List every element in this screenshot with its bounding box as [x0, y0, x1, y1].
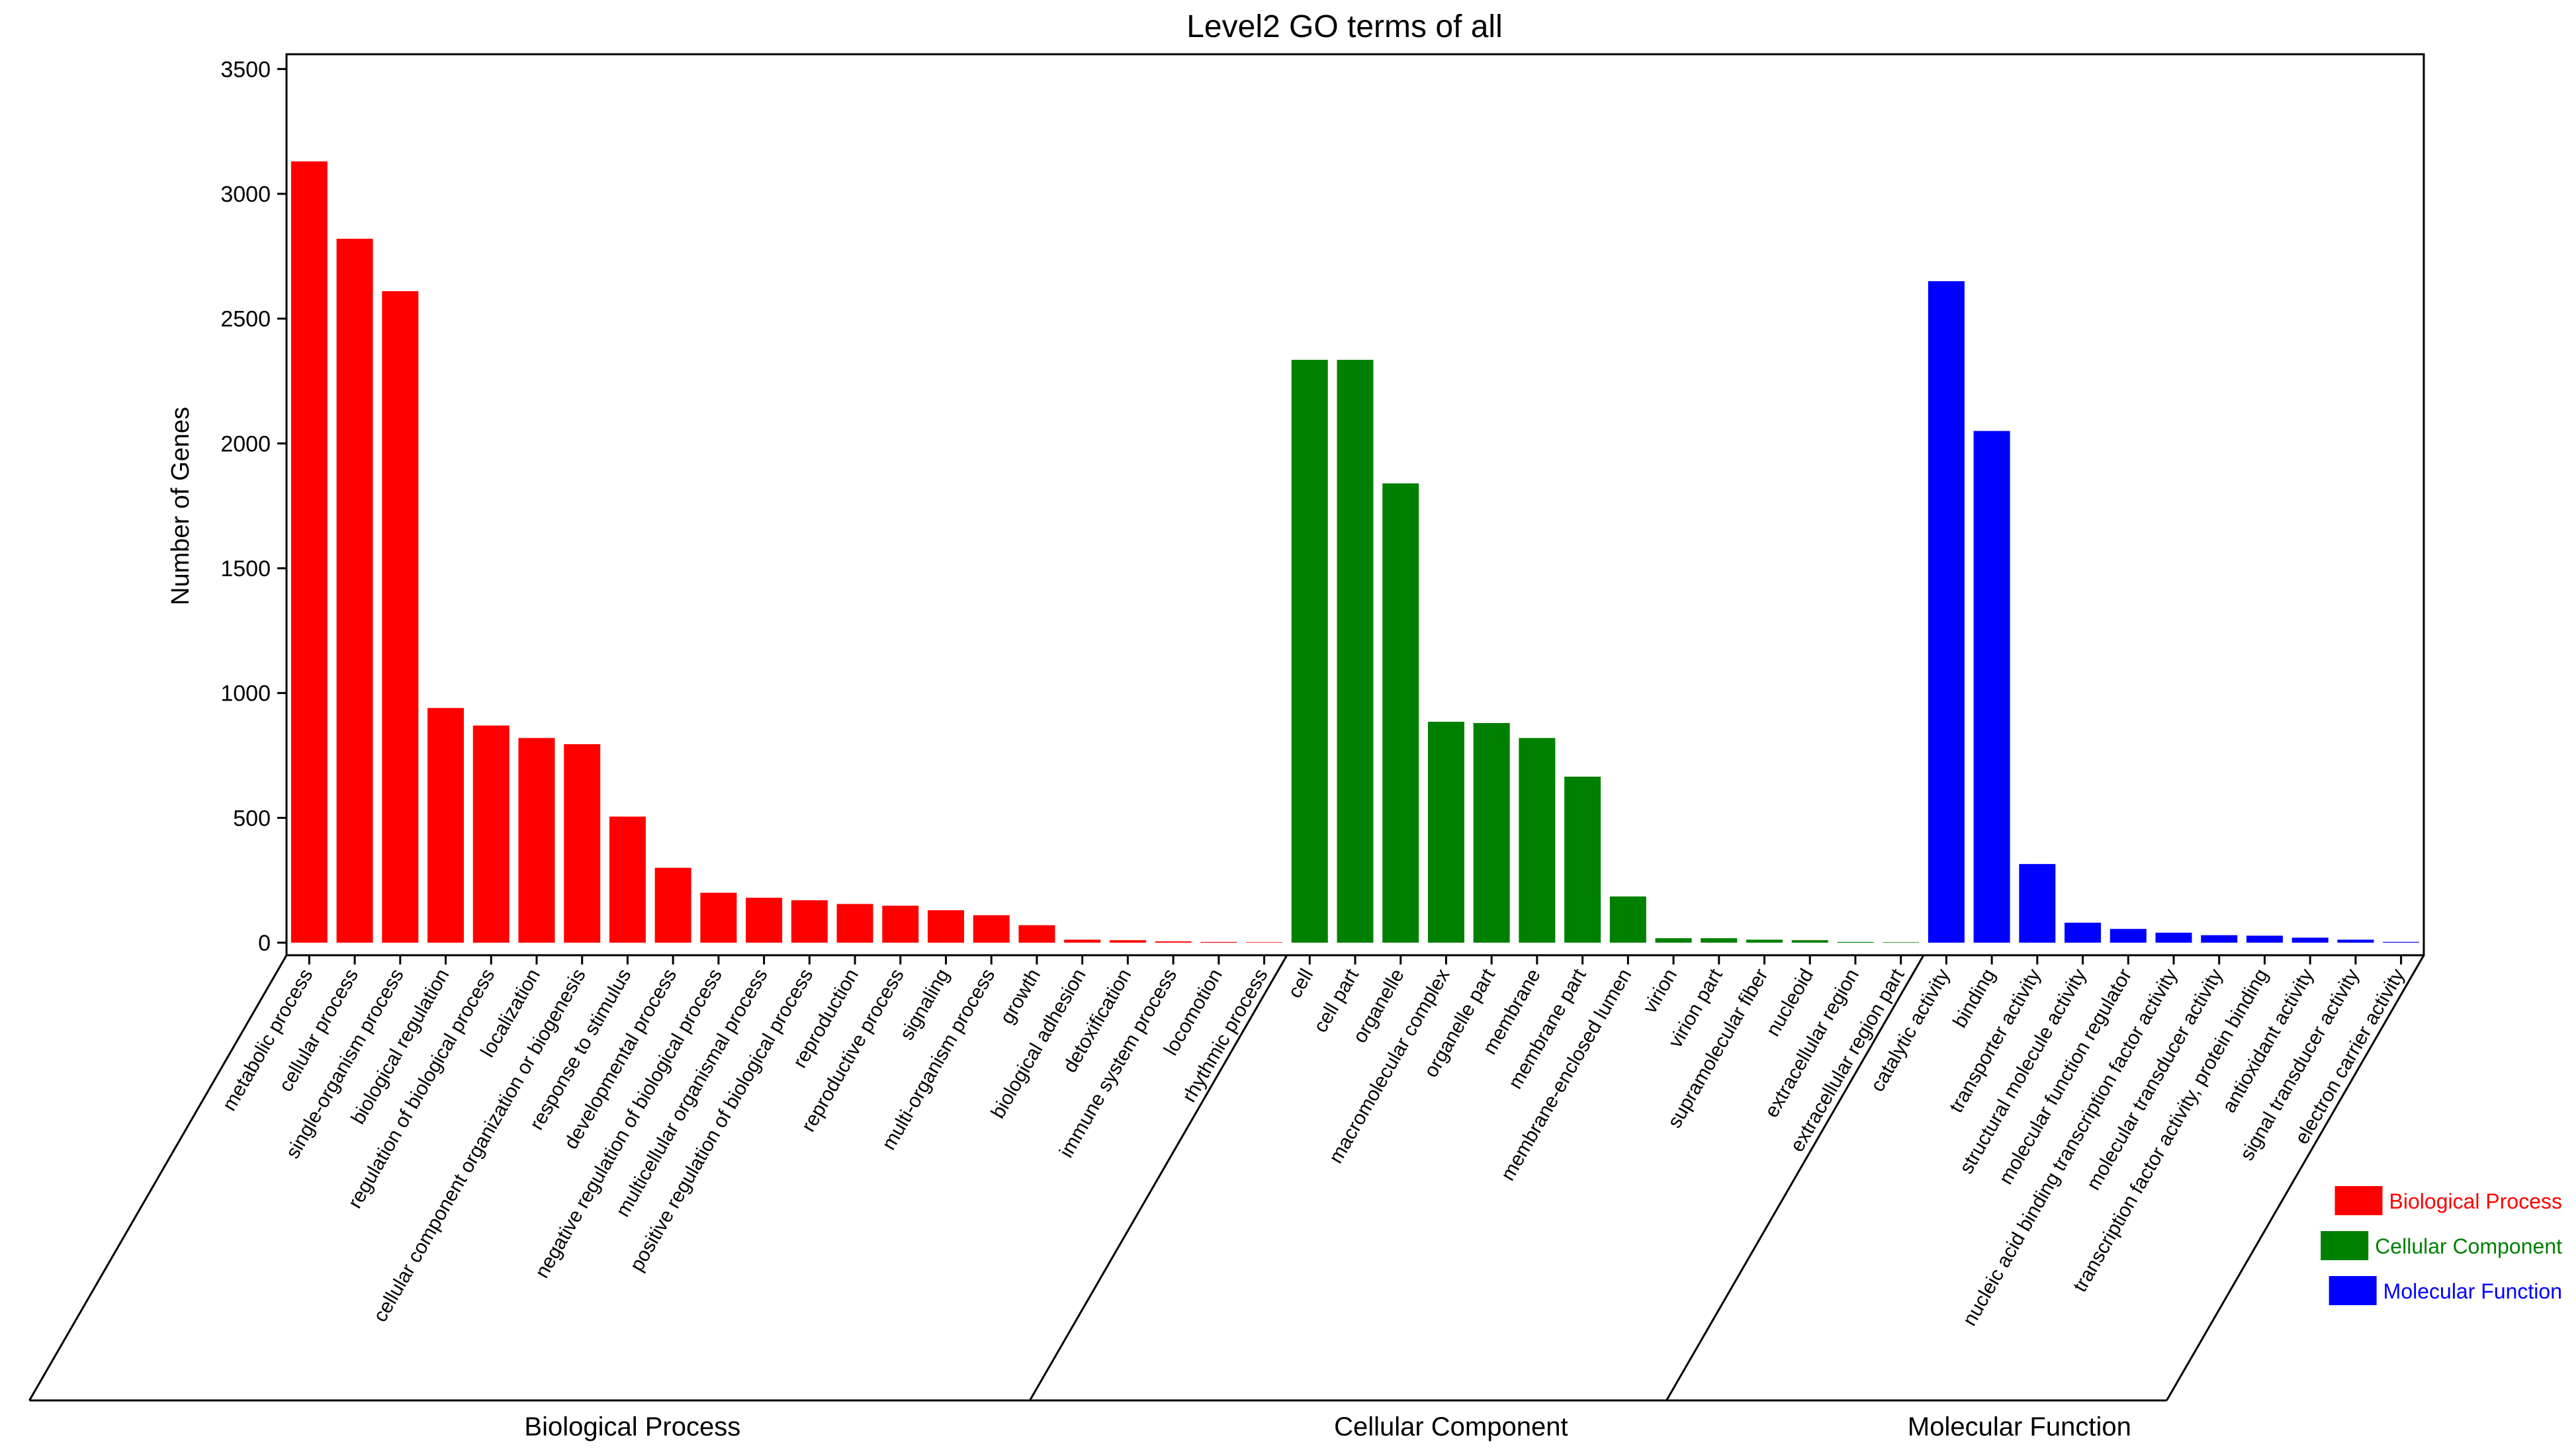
bar-catalytic-activity	[1928, 281, 1965, 943]
y-tick-label: 2000	[220, 431, 271, 456]
y-tick-label: 1000	[220, 681, 271, 707]
bar-membrane-part	[1564, 777, 1601, 943]
legend-label: Cellular Component	[2375, 1234, 2562, 1258]
bar-organelle-part	[1473, 722, 1510, 943]
bar-response-to-stimulus	[609, 816, 646, 943]
bar-macromolecular-complex	[1427, 722, 1464, 943]
group-divider-line	[28, 955, 288, 1401]
y-tick-label: 1500	[220, 556, 271, 581]
y-tick-label: 3500	[220, 57, 271, 82]
y-tick-label: 500	[233, 806, 271, 831]
y-tick-label: 3000	[220, 182, 271, 207]
x-tick-label: growth	[996, 965, 1045, 1027]
y-tick-label: 0	[258, 931, 271, 956]
group-label: Molecular Function	[1908, 1412, 2131, 1441]
bar-organelle	[1382, 483, 1419, 943]
bar-locomotion	[1200, 941, 1237, 943]
legend-label: Biological Process	[2389, 1189, 2562, 1213]
bar-negative-regulation-of-biological-process	[700, 892, 737, 943]
bar-extracellular-region	[1837, 941, 1874, 943]
bar-immune-system-process	[1155, 941, 1192, 943]
bar-metabolic-process	[290, 161, 328, 943]
bar-positive-regulation-of-biological-process	[791, 900, 828, 943]
bar-transcription-factor-activity-protein-binding	[2246, 935, 2283, 943]
bar-molecular-transducer-activity	[2201, 935, 2238, 943]
bar-growth	[1018, 925, 1055, 943]
bar-nucleoid	[1791, 940, 1828, 943]
bar-detoxification	[1109, 940, 1146, 943]
bar-developmental-process	[654, 867, 691, 943]
bar-binding	[1973, 431, 2010, 943]
bar-cell	[1291, 359, 1328, 943]
group-divider-line	[1666, 955, 1925, 1401]
bar-antioxidant-activity	[2291, 937, 2329, 943]
bars	[290, 161, 2420, 943]
bar-reproduction	[836, 904, 873, 943]
y-axis-label: Number of Genes	[167, 407, 195, 605]
group-labels: Biological Process Cellular Component Mole…	[524, 1412, 2131, 1441]
bar-signal-transducer-activity	[2337, 939, 2374, 943]
bar-membrane	[1519, 738, 1556, 943]
legend: Biological Process Cellular Component Mole…	[2321, 1186, 2562, 1305]
bar-electron-carrier-activity	[2383, 941, 2420, 943]
bar-multi-organism-process	[973, 915, 1010, 943]
group-divider-line	[2166, 955, 2425, 1401]
group-bracket-lines	[28, 955, 2425, 1402]
group-label: Cellular Component	[1334, 1412, 1568, 1441]
y-tick-label: 2500	[220, 307, 271, 332]
bar-virion-part	[1701, 938, 1738, 943]
bar-biological-regulation	[427, 708, 465, 943]
legend-swatch	[2334, 1186, 2383, 1215]
bar-membrane-enclosed-lumen	[1609, 896, 1646, 943]
chart-title: Level2 GO terms of all	[1186, 9, 1503, 44]
group-divider-line	[1029, 955, 1288, 1401]
bar-cellular-component-organization-or-biogenesis	[564, 744, 601, 943]
legend-swatch	[2321, 1231, 2369, 1260]
bar-signaling	[928, 910, 964, 943]
legend-label: Molecular Function	[2383, 1279, 2562, 1303]
bar-biological-adhesion	[1064, 939, 1101, 943]
bar-transporter-activity	[2019, 864, 2056, 943]
bar-extracellular-region-part	[1883, 942, 1920, 943]
bar-cellular-process	[336, 238, 373, 943]
bar-rhythmic-process	[1246, 942, 1283, 943]
bar-regulation-of-biological-process	[472, 725, 510, 943]
bar-nucleic-acid-binding-transcription-factor-activity	[2155, 932, 2192, 943]
bar-virion	[1655, 938, 1692, 943]
bar-multicellular-organismal-process	[746, 898, 783, 943]
x-tick-label: cellular component organization or bioge…	[369, 965, 590, 1326]
x-tick-label: binding	[1949, 965, 2000, 1031]
bar-single-organism-process	[382, 291, 419, 943]
bar-cell-part	[1337, 359, 1374, 943]
bar-structural-molecule-activity	[2065, 922, 2102, 943]
group-label: Biological Process	[524, 1412, 740, 1441]
bar-localization	[518, 738, 555, 943]
x-tick-label: cell	[1284, 965, 1317, 1002]
bar-molecular-function-regulator	[2110, 929, 2147, 943]
bar-reproductive-process	[882, 906, 919, 943]
y-axis: 0 500 1000 1500 2000 2500 3000 3500	[220, 57, 287, 956]
x-tick-label: virion	[1639, 965, 1681, 1017]
bar-supramolecular-fiber	[1746, 939, 1783, 943]
legend-swatch	[2329, 1276, 2377, 1305]
